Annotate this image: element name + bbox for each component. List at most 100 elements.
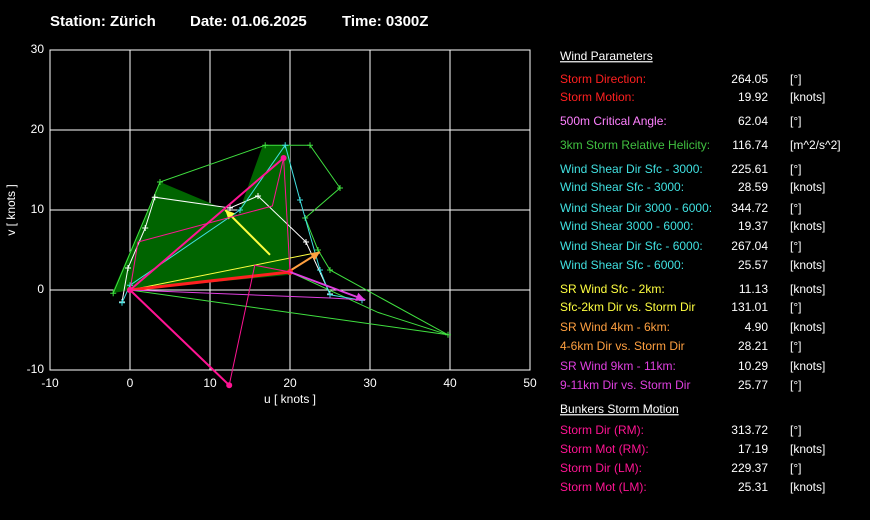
hodograph-line [112, 144, 449, 336]
x-tick-label: 50 [523, 376, 537, 390]
x-tick-label: -10 [41, 376, 59, 390]
param-unit: [°] [790, 300, 801, 314]
param-label: 9-11km Dir vs. Storm Dir [560, 378, 690, 392]
helicity-area [112, 145, 290, 294]
point [157, 179, 163, 185]
param-value: 19.92 [738, 90, 768, 104]
y-tick-label: 20 [31, 122, 45, 136]
param-label: Wind Shear Dir Sfc - 6000: [560, 239, 703, 253]
param-unit: [knots] [790, 442, 825, 456]
point [142, 225, 149, 231]
hodograph-line [129, 157, 291, 386]
point [227, 205, 233, 211]
param-label: Wind Shear Sfc - 3000: [560, 180, 684, 194]
y-tick-label: -10 [27, 362, 45, 376]
param-unit: [°] [790, 162, 801, 176]
param-value: 11.13 [739, 282, 768, 296]
point [282, 142, 289, 149]
section-title: Bunkers Storm Motion [560, 402, 679, 416]
param-label: Storm Dir (LM): [560, 461, 642, 475]
param-unit: [°] [790, 72, 801, 86]
point [110, 290, 117, 297]
point [262, 142, 269, 149]
x-tick-label: 0 [127, 376, 134, 390]
station: Station: Zürich [50, 13, 156, 30]
param-unit: [°] [790, 114, 801, 128]
arrow-head [355, 292, 366, 301]
x-tick-label: 20 [283, 376, 297, 390]
param-label: SR Wind 4km - 6km: [560, 320, 670, 334]
point [327, 291, 333, 298]
param-unit: [knots] [790, 480, 825, 494]
param-label: Storm Direction: [560, 72, 646, 86]
param-label: Sfc-2km Dir vs. Storm Dir [560, 300, 695, 314]
point [297, 197, 303, 203]
param-value: 25.31 [738, 480, 768, 494]
param-value: 229.37 [731, 461, 768, 475]
time: Time: 0300Z [342, 13, 428, 30]
x-tick-label: 30 [363, 376, 377, 390]
param-value: 25.57 [738, 258, 768, 272]
hodograph-line [289, 271, 366, 301]
hodograph-line [121, 195, 331, 303]
param-label: SR Wind 9km - 11km: [560, 359, 676, 373]
param-value: 344.72 [731, 201, 768, 215]
param-label: Storm Motion: [560, 90, 635, 104]
param-unit: [°] [790, 423, 801, 437]
param-label: Wind Shear Sfc - 6000: [560, 258, 684, 272]
param-value: 25.77 [738, 378, 768, 392]
param-unit: [knots] [790, 258, 825, 272]
param-unit: [°] [790, 339, 801, 353]
param-label: 4-6km Dir vs. Storm Dir [560, 339, 685, 353]
arrow-head [310, 252, 320, 261]
param-value: 19.37 [738, 219, 768, 233]
param-unit: [°] [790, 378, 801, 392]
hodograph-line [129, 251, 321, 291]
point [327, 267, 333, 273]
param-value: 28.21 [738, 339, 768, 353]
y-axis-label: v [ knots ] [4, 184, 18, 235]
point [303, 239, 309, 245]
point [337, 185, 343, 191]
param-value: 4.90 [745, 320, 769, 334]
section-title: Wind Parameters [560, 49, 653, 63]
y-tick-label: 0 [37, 282, 44, 296]
point [151, 194, 158, 201]
param-label: Wind Shear Dir Sfc - 3000: [560, 162, 703, 176]
hodograph-line [129, 270, 291, 292]
point [307, 142, 313, 149]
point [317, 267, 323, 273]
param-label: Storm Mot (RM): [560, 442, 649, 456]
param-value: 62.04 [738, 114, 768, 128]
param-unit: [knots] [790, 180, 825, 194]
x-tick-label: 40 [443, 376, 457, 390]
param-unit: [m^2/s^2] [790, 138, 841, 152]
arrow-head [225, 210, 235, 220]
x-tick-label: 10 [203, 376, 217, 390]
param-value: 264.05 [731, 72, 768, 86]
param-value: 313.72 [731, 423, 768, 437]
hodograph-line [129, 289, 366, 301]
param-unit: [knots] [790, 282, 825, 296]
param-value: 225.61 [731, 162, 768, 176]
x-axis-label: u [ knots ] [264, 392, 316, 406]
date: Date: 01.06.2025 [190, 13, 307, 30]
point [125, 265, 131, 271]
param-label: Storm Mot (LM): [560, 480, 647, 494]
y-tick-label: 10 [31, 202, 45, 216]
param-value: 131.01 [731, 300, 768, 314]
plot-frame [49, 49, 531, 371]
param-unit: [knots] [790, 359, 825, 373]
param-unit: [°] [790, 239, 801, 253]
y-tick-label: 30 [31, 42, 45, 56]
hodograph-line [121, 144, 363, 304]
param-label: Wind Shear 3000 - 6000: [560, 219, 693, 233]
param-value: 28.59 [738, 180, 768, 194]
param-value: 267.04 [731, 239, 768, 253]
param-value: 17.19 [738, 442, 768, 456]
param-label: Wind Shear Dir 3000 - 6000: [560, 201, 712, 215]
param-label: 3km Storm Relative Helicity: [560, 138, 710, 152]
param-label: Storm Dir (RM): [560, 423, 644, 437]
point [237, 207, 243, 213]
